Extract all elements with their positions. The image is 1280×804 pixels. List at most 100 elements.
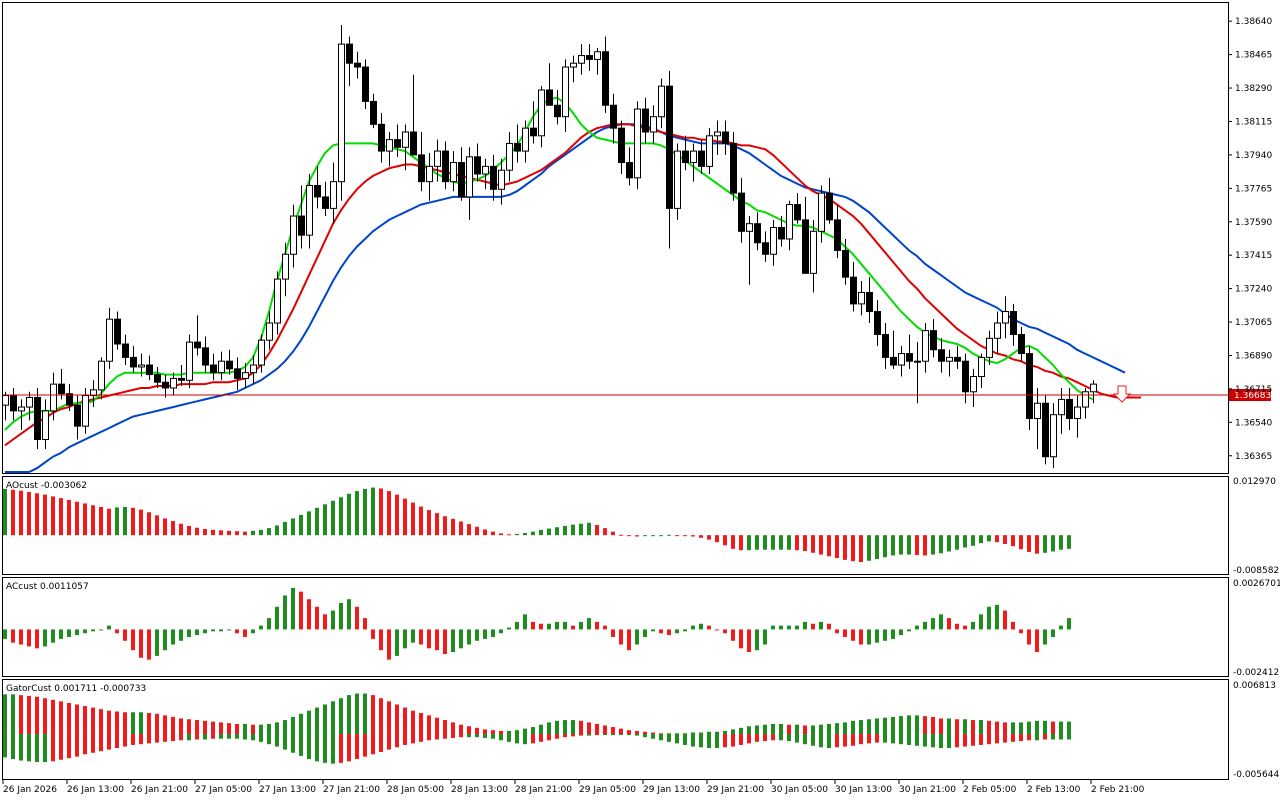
hist-bar-up bbox=[115, 507, 119, 536]
gator-lower-bar bbox=[491, 734, 495, 739]
gator-lower-bar bbox=[115, 734, 119, 749]
hist-bar-up bbox=[579, 621, 583, 630]
hist-bar-down bbox=[419, 506, 423, 536]
hist-bar-up bbox=[1059, 535, 1063, 550]
gator-lower-bar bbox=[899, 734, 903, 745]
hist-bar-down bbox=[75, 501, 79, 536]
hist-bar-up bbox=[659, 535, 663, 537]
hist-bar-down bbox=[139, 629, 143, 658]
gator-upper-bar bbox=[83, 706, 87, 735]
gator-lower-bar bbox=[267, 734, 271, 745]
y-tick-label: 1.36540 bbox=[1235, 418, 1272, 428]
candle-bull bbox=[506, 142, 513, 171]
hist-bar-down bbox=[595, 525, 599, 536]
gator-lower-bar bbox=[747, 734, 751, 744]
hist-bar-up bbox=[563, 525, 567, 536]
gator-lower-bar bbox=[123, 734, 127, 747]
candle-bull bbox=[746, 223, 753, 232]
gator-upper-bar bbox=[987, 720, 991, 735]
candle-bull bbox=[306, 184, 313, 236]
gator-upper-bar bbox=[147, 713, 151, 735]
x-tick-label: 29 Jan 05:00 bbox=[579, 785, 636, 795]
hist-bar-down bbox=[1011, 621, 1015, 630]
hist-bar-down bbox=[323, 614, 327, 630]
sell-arrow-icon bbox=[1112, 385, 1132, 403]
hist-bar-up bbox=[371, 487, 375, 536]
gator-lower-bar bbox=[275, 734, 279, 747]
hist-bar-down bbox=[379, 629, 383, 651]
hist-bar-down bbox=[35, 493, 39, 536]
x-tick-label: 26 Jan 13:00 bbox=[67, 785, 124, 795]
gator-upper-bar bbox=[835, 723, 839, 735]
gator-lower-bar bbox=[563, 734, 567, 738]
hist-bar-down bbox=[1003, 535, 1007, 544]
hist-bar-up bbox=[99, 629, 103, 631]
hist-bar-up bbox=[547, 528, 551, 536]
gator-upper-bar bbox=[19, 695, 23, 735]
candle-bull bbox=[978, 356, 985, 377]
candle-bull bbox=[562, 66, 569, 118]
hist-bar-up bbox=[579, 523, 583, 536]
hist-bar-up bbox=[451, 629, 455, 653]
gator-lower-bar bbox=[819, 734, 823, 748]
hist-bar-down bbox=[435, 513, 439, 536]
candle-bear bbox=[890, 356, 897, 366]
hist-bar-down bbox=[955, 623, 959, 630]
hist-bar-down bbox=[795, 535, 799, 551]
gator-lower-bar bbox=[291, 734, 295, 753]
hist-bar-down bbox=[155, 515, 159, 536]
candle-bull bbox=[1050, 414, 1057, 458]
gator-upper-bar bbox=[211, 721, 215, 735]
gator-lower-bar bbox=[811, 734, 815, 746]
x-tick-label: 28 Jan 21:00 bbox=[515, 785, 572, 795]
current-price-tag bbox=[1229, 389, 1271, 402]
ac-histogram bbox=[3, 587, 1071, 660]
gator-lower-bar bbox=[1067, 734, 1071, 740]
hist-bar-up bbox=[899, 535, 903, 555]
gator-lower-bar bbox=[523, 734, 527, 745]
gator-lower-bar bbox=[579, 734, 583, 736]
gator-lower-bar bbox=[171, 734, 175, 742]
gator-upper-bar bbox=[963, 719, 967, 735]
candle-bear bbox=[722, 131, 729, 144]
hist-bar-up bbox=[539, 529, 543, 536]
gator-lower-bar bbox=[131, 734, 135, 745]
gator-lower-bar bbox=[323, 734, 327, 763]
gator-lower-bar bbox=[971, 734, 975, 746]
hist-bar-down bbox=[1027, 535, 1031, 552]
gator-upper-bar bbox=[595, 723, 599, 735]
hist-bar-up bbox=[763, 535, 767, 550]
hist-bar-down bbox=[843, 629, 847, 637]
candle-bull bbox=[90, 389, 97, 397]
candle-bull bbox=[98, 360, 105, 391]
hist-bar-down bbox=[403, 498, 407, 536]
hist-bar-down bbox=[67, 499, 71, 536]
candle-bear bbox=[642, 108, 649, 133]
gator-lower-bar bbox=[795, 734, 799, 743]
hist-bar-down bbox=[675, 535, 679, 537]
hist-bar-down bbox=[627, 629, 631, 651]
gator-lower-bar bbox=[779, 734, 783, 741]
hist-bar-down bbox=[235, 629, 239, 634]
hist-bar-down bbox=[1035, 535, 1039, 554]
gator-upper-bar bbox=[355, 693, 359, 735]
gator-upper-bar bbox=[875, 718, 879, 735]
y-tick-label: 1.37590 bbox=[1235, 218, 1272, 228]
hist-bar-down bbox=[619, 534, 623, 536]
candle-bull bbox=[994, 322, 1001, 339]
hist-bar-down bbox=[1019, 629, 1023, 634]
gator-lower-bar bbox=[283, 734, 287, 750]
candle-bull bbox=[106, 318, 113, 362]
hist-bar-up bbox=[571, 524, 575, 536]
hist-bar-up bbox=[275, 606, 279, 630]
y-tick-label: 1.36715 bbox=[1235, 385, 1272, 395]
candle-bull bbox=[922, 330, 929, 362]
candle-bear bbox=[906, 353, 913, 362]
hist-bar-down bbox=[827, 535, 831, 557]
hist-bar-up bbox=[987, 606, 991, 630]
hist-bar-up bbox=[483, 629, 487, 639]
gator-lower-bar bbox=[915, 734, 919, 746]
hist-bar-up bbox=[83, 629, 87, 634]
